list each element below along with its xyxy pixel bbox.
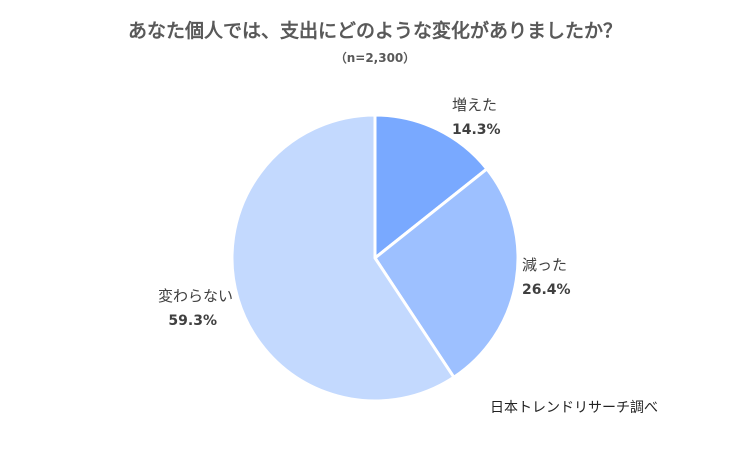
chart-subtitle: （n=2,300）: [335, 50, 416, 65]
slice-value-decreased: 26.4%: [522, 282, 571, 298]
slice-label-increased: 増えた: [452, 96, 497, 114]
slice-label-decreased: 減った: [522, 256, 567, 274]
slice-value-unchanged: 59.3%: [168, 313, 217, 329]
pie-labels: 増えた 14.3% 減った 26.4% 変わらない 59.3%: [158, 96, 571, 329]
pie-slice-increased: [373, 113, 489, 260]
pie-slices: [230, 113, 520, 403]
pie-slice-unchanged: [230, 113, 456, 403]
pie-slice-decreased: [373, 167, 520, 379]
chart-title: あなた個人では、支出にどのような変化がありましたか？: [128, 19, 622, 42]
slice-value-increased: 14.3%: [452, 122, 501, 138]
source-note: 日本トレンドリサーチ調べ: [490, 400, 658, 416]
slice-label-unchanged: 変わらない: [158, 287, 233, 305]
